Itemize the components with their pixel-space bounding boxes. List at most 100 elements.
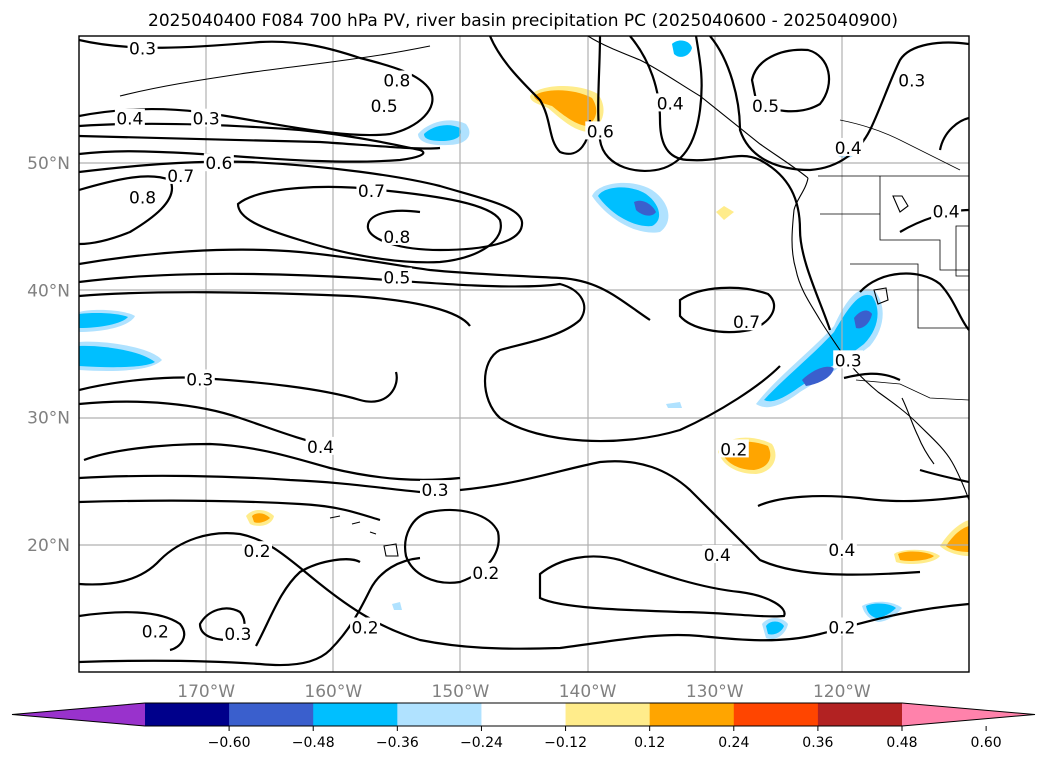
contour-label: 0.2 bbox=[472, 564, 499, 584]
contour-label-bg bbox=[184, 369, 215, 388]
pv-contour bbox=[404, 508, 500, 584]
pv-contour bbox=[79, 175, 173, 246]
contour-label: 0.3 bbox=[421, 481, 448, 501]
pv-contour bbox=[79, 474, 421, 494]
colorbar-tick-label: −0.48 bbox=[292, 735, 335, 751]
contour-label-bg bbox=[931, 201, 962, 220]
contour-label-bg bbox=[750, 95, 781, 114]
border-line bbox=[839, 119, 961, 171]
precip-patch-neg bbox=[764, 294, 878, 402]
contour-label: 0.4 bbox=[116, 110, 143, 130]
contour-label: 0.8 bbox=[383, 228, 410, 248]
pv-contour bbox=[236, 185, 502, 264]
contour-label-bg bbox=[718, 439, 749, 458]
colorbar-tick-label: −0.60 bbox=[208, 735, 251, 751]
colorbar-tick-label: 0.24 bbox=[718, 735, 749, 751]
latitude-tick-labels: 20°N 30°N 40°N 50°N bbox=[27, 154, 70, 556]
border-line bbox=[879, 176, 969, 271]
precip-patch-pos bbox=[716, 206, 734, 220]
pv-contour bbox=[538, 555, 786, 618]
contour-label: 0.3 bbox=[186, 370, 213, 390]
border-line bbox=[850, 263, 969, 329]
lat-tick-label: 30°N bbox=[27, 409, 70, 429]
pv-contour bbox=[79, 291, 471, 327]
contour-label-bg bbox=[222, 623, 253, 642]
colorbar-outline bbox=[11, 702, 1036, 727]
contour-label: 0.2 bbox=[828, 618, 855, 638]
pv-contour bbox=[79, 272, 781, 443]
contour-label: 0.4 bbox=[657, 94, 684, 114]
contour-labels: 0.3 0.8 0.5 0.4 0.3 0.6 0.7 0.8 0.7 0.8 0.5 0.6 0.4 0… bbox=[114, 38, 962, 645]
pv-contour bbox=[79, 499, 381, 522]
border-line bbox=[855, 379, 969, 401]
pv-contour bbox=[79, 248, 651, 321]
colorbar-tick-label: −0.12 bbox=[544, 735, 587, 751]
contour-label: 0.7 bbox=[733, 313, 760, 333]
precip-patch-neg bbox=[392, 602, 402, 610]
colorbar-segment bbox=[144, 703, 230, 726]
precip-patch-pos bbox=[534, 90, 597, 126]
colorbar-tick-label: −0.24 bbox=[460, 735, 503, 751]
pv-contour bbox=[79, 122, 425, 163]
contour-label-bg bbox=[833, 137, 864, 156]
contour-label: 0.2 bbox=[352, 618, 379, 638]
contour-label: 0.2 bbox=[720, 440, 747, 460]
pv-contour bbox=[709, 36, 969, 172]
precip-patch-neg bbox=[79, 345, 155, 368]
contour-label-bg bbox=[896, 70, 927, 89]
colorbar-segment bbox=[565, 703, 651, 726]
colorbar-segment bbox=[733, 703, 819, 726]
contour-label: 0.8 bbox=[129, 189, 156, 209]
colorbar-tick-label: 0.48 bbox=[886, 735, 917, 751]
contour-label: 0.3 bbox=[898, 72, 925, 92]
lat-tick-label: 40°N bbox=[27, 281, 70, 301]
contour-label: 0.5 bbox=[371, 97, 398, 117]
precip-patch-neg bbox=[854, 310, 872, 329]
pv-contour bbox=[79, 532, 969, 650]
pv-contour bbox=[757, 494, 969, 508]
contour-label-bg bbox=[356, 181, 387, 200]
contour-label: 0.5 bbox=[383, 269, 410, 289]
pv-contour bbox=[488, 36, 592, 155]
contour-label: 0.2 bbox=[243, 542, 270, 562]
colorbar-segment bbox=[817, 703, 903, 726]
pv-contours bbox=[79, 36, 969, 667]
contour-label-bg bbox=[140, 621, 171, 640]
chart-title: 2025040400 F084 700 hPa PV, river basin … bbox=[148, 11, 898, 31]
colorbar-segment bbox=[229, 703, 314, 726]
colorbar-extend-max bbox=[902, 703, 1035, 726]
map-frame bbox=[78, 35, 970, 673]
contour-label: 0.4 bbox=[307, 438, 334, 458]
pv-contour bbox=[255, 558, 361, 647]
pv-contour bbox=[79, 400, 331, 448]
lon-tick-label: 170°W bbox=[177, 682, 235, 702]
contour-label: 0.2 bbox=[142, 622, 169, 642]
pv-contour bbox=[597, 36, 703, 172]
contour-label-bg bbox=[165, 165, 196, 184]
coastline bbox=[587, 36, 809, 179]
precip-patch-neg bbox=[424, 125, 462, 141]
map-panel: 0.3 0.8 0.5 0.4 0.3 0.6 0.7 0.8 0.7 0.8 0.5 0.6 0.4 0… bbox=[79, 36, 969, 672]
pv-contour bbox=[843, 372, 901, 381]
precip-patch-neg bbox=[79, 313, 128, 328]
precip-patch-pos bbox=[252, 513, 270, 523]
precip-patch-neg bbox=[802, 366, 834, 386]
lon-tick-label: 160°W bbox=[304, 682, 362, 702]
contour-label-bg bbox=[369, 95, 400, 114]
contour-label-bg bbox=[381, 70, 412, 89]
contour-label: 0.6 bbox=[205, 154, 232, 174]
precip-patch-pos bbox=[898, 551, 934, 561]
contour-label-bg bbox=[833, 350, 864, 369]
contour-label: 0.8 bbox=[383, 72, 410, 92]
pv-contour bbox=[79, 611, 186, 652]
contour-label: 0.3 bbox=[835, 351, 862, 371]
contour-label-bg bbox=[655, 93, 686, 112]
contour-label-bg bbox=[826, 617, 857, 636]
contour-label-bg bbox=[191, 108, 222, 127]
colorbar-segment bbox=[313, 703, 398, 726]
contour-label: 0.7 bbox=[167, 167, 194, 187]
contour-label: 0.3 bbox=[129, 40, 156, 60]
pv-contour bbox=[79, 556, 421, 667]
contour-label: 0.3 bbox=[193, 110, 220, 130]
coastline bbox=[892, 195, 909, 213]
